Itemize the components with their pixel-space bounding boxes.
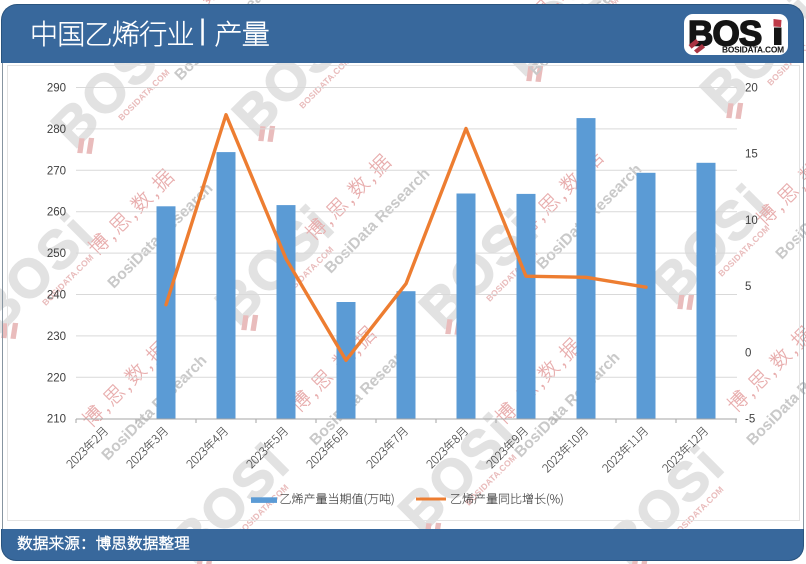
svg-text:230: 230 bbox=[47, 331, 66, 343]
svg-text:0: 0 bbox=[745, 348, 751, 360]
svg-text:5: 5 bbox=[745, 281, 751, 293]
svg-text:BOSIDATA.COM: BOSIDATA.COM bbox=[722, 45, 784, 55]
svg-text:290: 290 bbox=[47, 83, 66, 95]
svg-text:20: 20 bbox=[745, 83, 758, 95]
svg-text:15: 15 bbox=[745, 149, 758, 161]
svg-text:10: 10 bbox=[745, 215, 758, 227]
svg-text:210: 210 bbox=[47, 414, 66, 426]
svg-text:270: 270 bbox=[47, 165, 66, 177]
svg-text:220: 220 bbox=[47, 372, 66, 384]
svg-text:280: 280 bbox=[47, 124, 66, 136]
svg-text:-5: -5 bbox=[745, 414, 755, 426]
svg-text:260: 260 bbox=[47, 207, 66, 219]
svg-text:240: 240 bbox=[47, 290, 66, 302]
svg-text:250: 250 bbox=[47, 248, 66, 260]
